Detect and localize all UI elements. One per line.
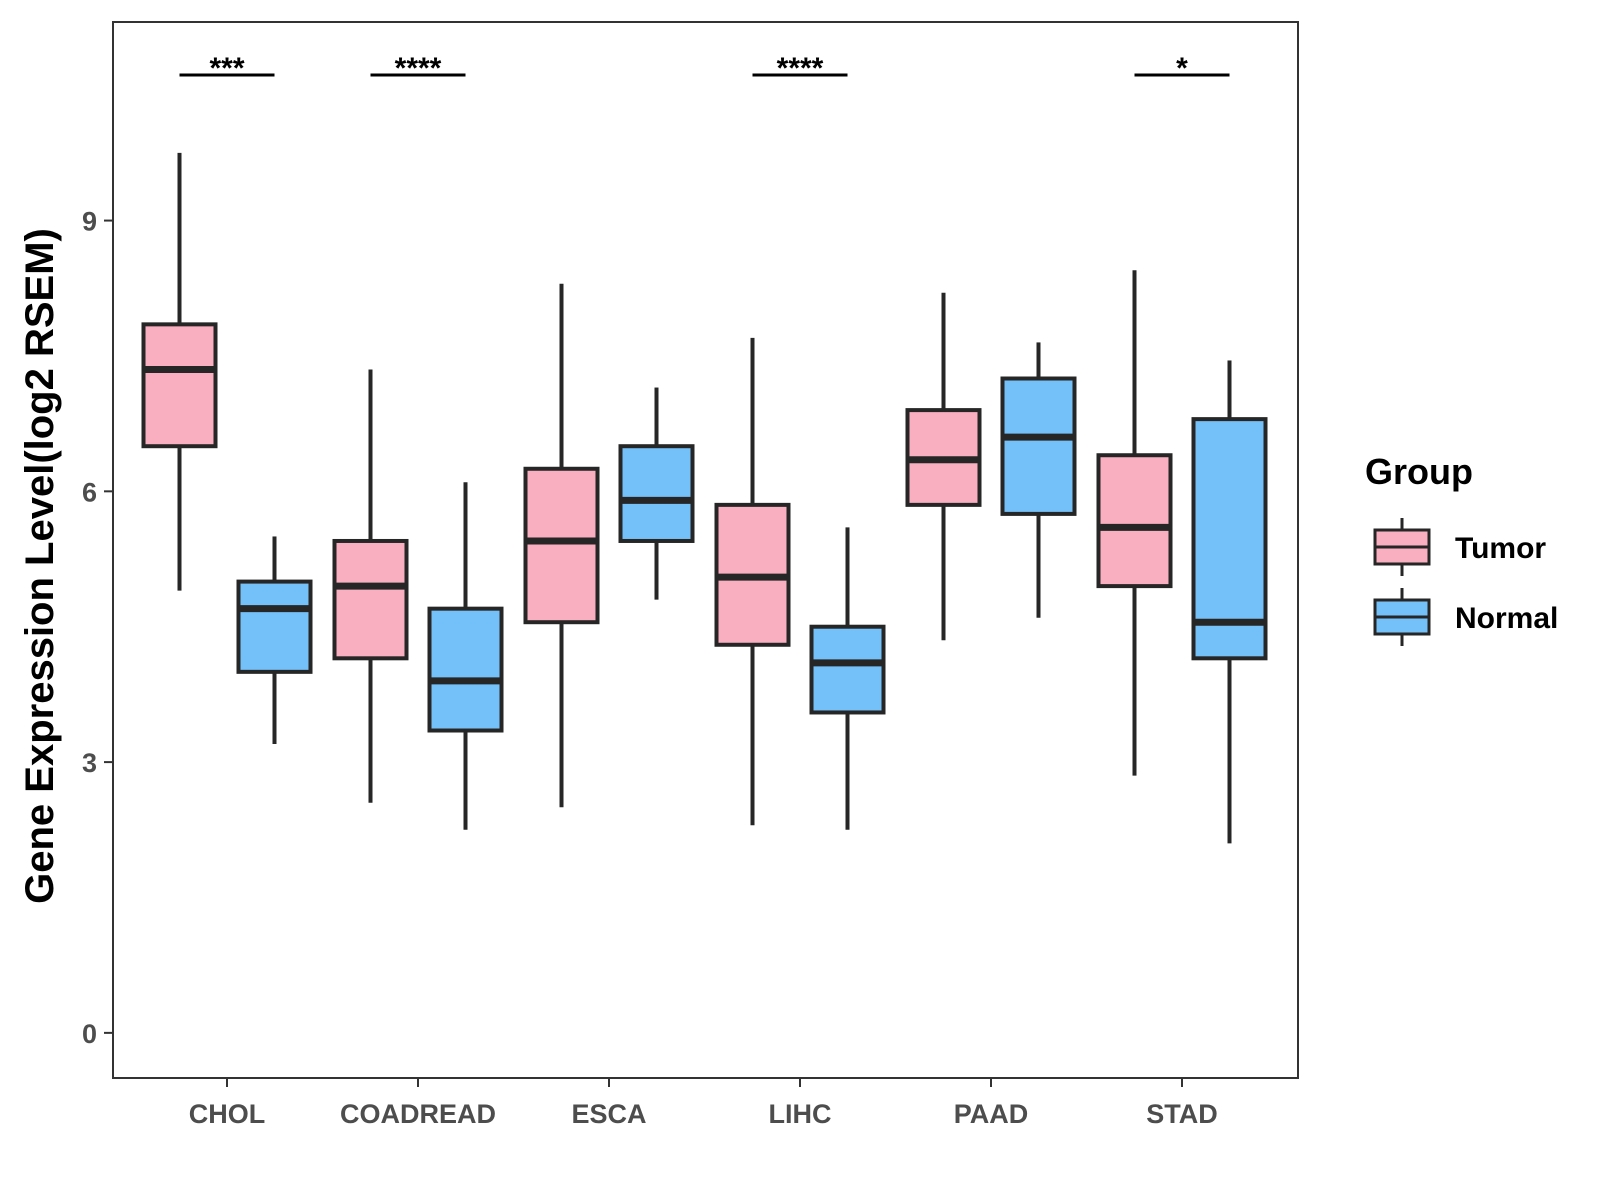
x-tick-label: PAAD <box>954 1099 1029 1129</box>
significance-label: *** <box>209 52 244 85</box>
significance-annotations: *** **** **** * <box>179 52 1230 85</box>
box-iqr <box>618 444 695 543</box>
box-normal-esca <box>618 387 695 600</box>
x-tick-label: LIHC <box>769 1099 832 1129</box>
box-tumor-esca <box>523 283 600 808</box>
box-iqr <box>1096 453 1173 589</box>
box-iqr <box>141 322 218 449</box>
box-iqr <box>427 606 504 733</box>
legend: Group Tumor Normal <box>1365 451 1558 646</box>
box-iqr <box>523 466 600 625</box>
y-tick-label: 6 <box>82 477 97 507</box>
x-axis: CHOL COADREAD ESCA LIHC PAAD STAD <box>189 1078 1218 1129</box>
x-tick-label: ESCA <box>571 1099 646 1129</box>
box-tumor-stad <box>1096 270 1173 776</box>
x-tick-label: COADREAD <box>340 1099 496 1129</box>
box-iqr <box>1191 417 1268 661</box>
box-normal-stad <box>1191 360 1268 844</box>
box-tumor-coadread <box>332 369 409 803</box>
legend-title: Group <box>1365 451 1473 492</box>
legend-label-tumor: Tumor <box>1455 532 1546 565</box>
box-normal-lihc <box>809 527 886 830</box>
y-axis: 0 3 6 9 <box>82 207 113 1049</box>
box-iqr <box>332 538 409 661</box>
y-tick-label: 9 <box>82 207 97 237</box>
box-normal-chol <box>236 536 313 745</box>
y-tick-label: 3 <box>82 748 97 778</box>
box-tumor-lihc <box>714 337 791 826</box>
legend-item-tumor: Tumor <box>1373 518 1546 576</box>
y-axis-title: Gene Expression Level(log2 RSEM) <box>18 228 62 904</box>
box-normal-paad <box>1000 342 1077 618</box>
legend-item-normal: Normal <box>1373 588 1558 646</box>
box-tumor-chol <box>141 152 218 591</box>
significance-label: * <box>1176 52 1188 85</box>
significance-label: **** <box>777 52 824 85</box>
box-normal-coadread <box>427 482 504 830</box>
y-tick-label: 0 <box>82 1019 97 1049</box>
significance-label: **** <box>395 52 442 85</box>
x-tick-label: STAD <box>1146 1099 1218 1129</box>
box-iqr <box>236 579 313 674</box>
box-iqr <box>809 624 886 715</box>
legend-label-normal: Normal <box>1455 602 1558 635</box>
box-iqr <box>1000 376 1077 516</box>
box-tumor-paad <box>905 292 982 641</box>
x-tick-label: CHOL <box>189 1099 266 1129</box>
box-series <box>141 152 1268 844</box>
